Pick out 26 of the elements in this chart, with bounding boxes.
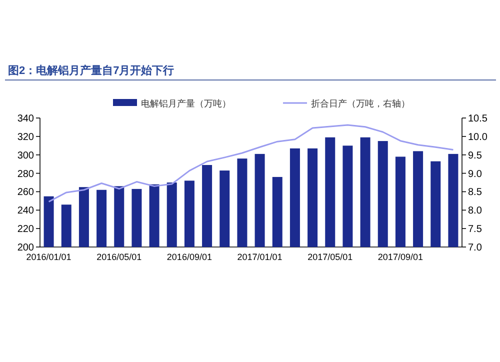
y-tick-label: 200 xyxy=(17,242,34,254)
x-tick-label: 2017/01/01 xyxy=(237,252,282,262)
x-tick-label: 2017/05/01 xyxy=(308,252,353,262)
y-tick-label: 220 xyxy=(17,224,34,236)
x-tick-label: 2016/01/01 xyxy=(26,252,72,262)
y-tick-label: 280 xyxy=(17,168,34,180)
y-tick-label: 300 xyxy=(17,150,34,162)
y2-tick-label: 8.5 xyxy=(468,187,482,198)
y-tick-label: 320 xyxy=(17,132,34,143)
y-tick-label: 340 xyxy=(17,114,34,124)
y2-tick-label: 10.5 xyxy=(468,114,488,124)
chart-title: 图2：电解铝月产量自7月开始下行 xyxy=(8,64,174,77)
y-tick-label: 240 xyxy=(17,206,34,217)
x-tick-label: 2017/09/01 xyxy=(378,252,423,262)
y2-tick-label: 10.0 xyxy=(468,132,488,143)
y2-tick-label: 9.0 xyxy=(468,168,482,180)
legend-label: 电解铝月产量（万吨） xyxy=(141,98,231,108)
y-tick-label: 260 xyxy=(17,187,34,198)
y2-tick-label: 9.5 xyxy=(468,150,482,162)
y2-tick-label: 8.0 xyxy=(468,206,482,217)
legend-label: 折合日产（万吨，右轴） xyxy=(311,98,410,108)
x-tick-label: 2016/09/01 xyxy=(166,252,212,262)
y2-tick-label: 7.5 xyxy=(468,224,482,236)
x-tick-label: 2016/05/01 xyxy=(96,252,142,262)
y2-tick-label: 7.0 xyxy=(468,242,482,254)
line-series xyxy=(48,124,454,202)
